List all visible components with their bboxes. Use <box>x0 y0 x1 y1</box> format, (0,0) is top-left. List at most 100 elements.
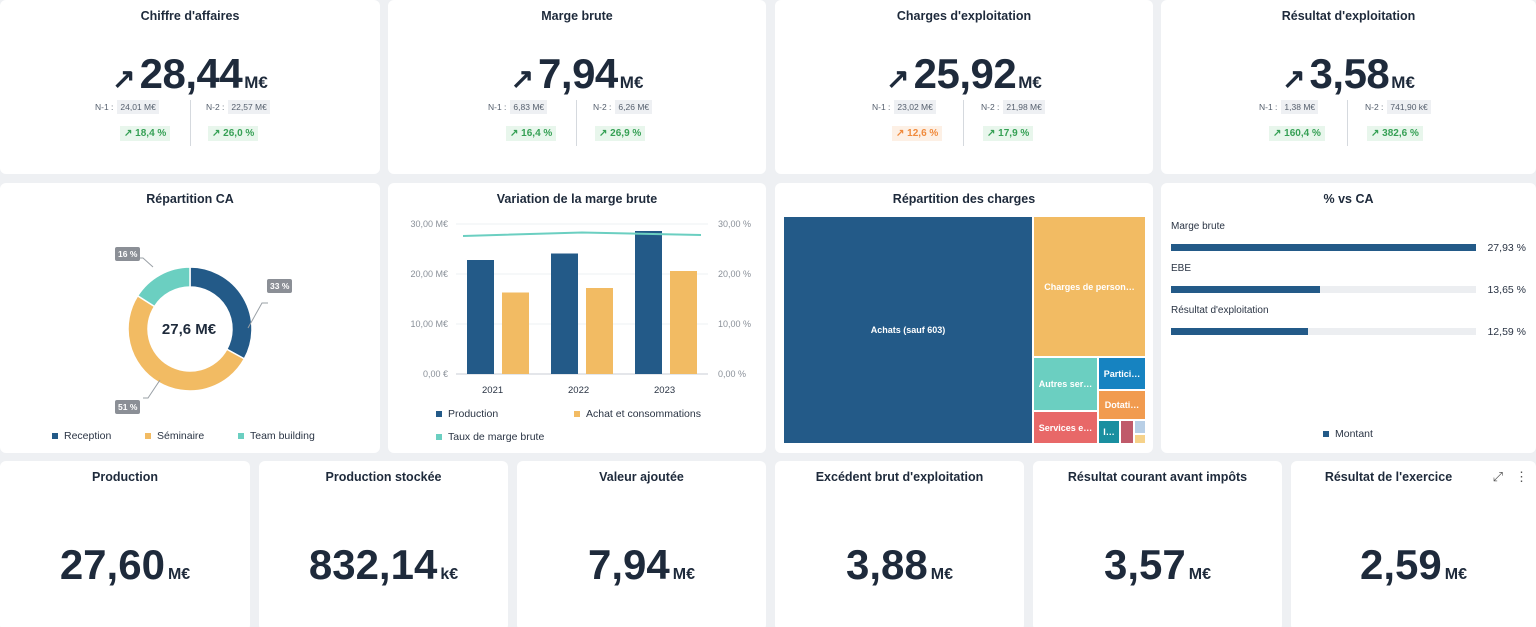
treemap-cell-small-1[interactable] <box>1121 421 1133 443</box>
treemap-cell-small-3[interactable] <box>1135 435 1145 443</box>
card-toolbar: ⤢ ⋮ <box>1493 469 1528 485</box>
treemap-cell-services-exterieurs[interactable]: Services e… <box>1034 412 1097 443</box>
bar-2023-production[interactable] <box>635 231 662 374</box>
donut-slice-team-building[interactable] <box>136 266 191 308</box>
arrow-up-right-icon: ↗ <box>1282 63 1306 94</box>
leader-line <box>140 257 154 268</box>
bar-2022-achat[interactable] <box>586 288 613 374</box>
treemap-label: Partici… <box>1103 368 1141 379</box>
cmp-row: N-2 :22,57 M€ <box>206 100 306 114</box>
card-title: % vs CA <box>1323 192 1374 206</box>
kpi-unit: M€ <box>1391 73 1415 92</box>
expand-icon[interactable]: ⤢ <box>1492 469 1503 484</box>
treemap-cell-small-2[interactable] <box>1135 421 1145 433</box>
treemap-label: Autres ser… <box>1038 379 1093 389</box>
big-main: 27,60 M€ <box>0 541 250 589</box>
legend-swatch <box>238 433 244 440</box>
kpi-value: 28,44 <box>139 50 243 97</box>
card-title: Répartition CA <box>146 192 234 206</box>
kpi-card-marge-brute: Marge brute ↗7,94 M€ N-1 :6,83 M€ ↗ 16,4 … <box>388 0 766 174</box>
treemap-cell-impots[interactable]: I… <box>1099 421 1119 443</box>
legend-production[interactable]: Production <box>436 408 498 420</box>
legend-montant[interactable]: Montant <box>1323 428 1373 440</box>
y-tick: 0,00 % <box>718 369 747 379</box>
n2-pct-badge: ↗ 17,9 % <box>983 126 1034 141</box>
card-title: Résultat courant avant impôts <box>1067 470 1248 484</box>
n2-value: 21,98 M€ <box>1003 100 1045 114</box>
n1-pct-badge: ↗ 160,4 % <box>1269 126 1325 141</box>
divider <box>1347 100 1348 146</box>
y-tick: 20,00 % <box>718 269 752 279</box>
y-tick: 30,00 % <box>718 219 752 229</box>
n1-value: 6,83 M€ <box>510 100 548 114</box>
card-title: Répartition des charges <box>892 192 1036 206</box>
line-taux-marge-brute[interactable] <box>462 231 702 237</box>
kpi-unit: M€ <box>244 73 268 92</box>
arrow-up-right-icon: ↗ <box>886 63 910 94</box>
treemap-cell-dotations[interactable]: Dotati… <box>1099 391 1145 419</box>
legend-reception[interactable]: Reception <box>52 430 111 442</box>
n1-label: N-1 : <box>488 102 507 112</box>
cmp-row: N-1 :23,02 M€ <box>872 100 972 114</box>
repartition-ca-card: Répartition CA 27,6 M€ 33 % 51 % 16 % Re… <box>0 183 380 453</box>
n1-value: 23,02 M€ <box>894 100 936 114</box>
kpi-unit: M€ <box>930 566 953 583</box>
cmp-row: N-2 :741,90 k€ <box>1365 100 1465 114</box>
kpi-card-ebe: Excédent brut d'exploitation 3,88 M€ <box>775 461 1024 627</box>
kpi-unit: M€ <box>1444 566 1467 583</box>
kpi-value: 2,59 <box>1360 541 1442 588</box>
bar-track[interactable] <box>1171 244 1476 251</box>
legend-team-building[interactable]: Team building <box>238 430 315 442</box>
donut-slice-reception[interactable] <box>189 266 253 360</box>
n1-label: N-1 : <box>872 102 891 112</box>
pct-wrap: ↗ 26,9 % <box>593 114 693 141</box>
kpi-value: 7,94 <box>538 50 618 97</box>
treemap-cell-participation[interactable]: Partici… <box>1099 358 1145 389</box>
leader-line <box>143 379 161 399</box>
legend-taux-marge[interactable]: Taux de marge brute <box>436 431 544 443</box>
big-main: 3,57 M€ <box>1033 541 1282 589</box>
bar-2021-achat[interactable] <box>502 292 529 375</box>
treemap-cell-charges-personnel[interactable]: Charges de person… <box>1034 217 1145 356</box>
n1-pct: 160,4 % <box>1284 128 1321 139</box>
bar-2021-production[interactable] <box>467 260 494 374</box>
n2-pct: 17,9 % <box>998 128 1030 139</box>
card-title: Chiffre d'affaires <box>140 9 240 23</box>
bar-fill-ebe <box>1171 286 1321 293</box>
y-tick: 10,00 % <box>718 319 752 329</box>
bar-2023-achat[interactable] <box>670 271 697 374</box>
legend-seminaire[interactable]: Séminaire <box>145 430 204 442</box>
kpi-main: ↗3,58 M€ <box>1161 50 1536 98</box>
legend-label: Séminaire <box>157 430 205 442</box>
card-title: Résultat d'exploitation <box>1281 9 1416 23</box>
pct-wrap: ↗ 382,6 % <box>1365 114 1465 141</box>
kpi-card-resultat-exercice: Résultat de l'exercice ⤢ ⋮ 2,59 M€ <box>1291 461 1536 627</box>
bar-2022-production[interactable] <box>551 253 578 375</box>
card-title: Résultat de l'exercice <box>1324 470 1453 484</box>
bar-track[interactable] <box>1171 286 1476 293</box>
big-main: 2,59 M€ <box>1291 541 1536 589</box>
legend-label: Taux de marge brute <box>448 431 545 443</box>
divider <box>963 100 964 146</box>
y-tick: 20,00 M€ <box>410 269 448 279</box>
donut-center-label: 27,6 M€ <box>161 321 217 338</box>
card-title: Charges d'exploitation <box>896 9 1032 23</box>
bar-value: 12,59 % <box>1487 326 1526 338</box>
cmp-row: N-1 :24,01 M€ <box>95 100 195 114</box>
more-vertical-icon[interactable]: ⋮ <box>1515 469 1528 484</box>
n1-pct-badge: ↗ 18,4 % <box>120 126 171 141</box>
treemap-label: Achats (sauf 603) <box>870 325 946 335</box>
treemap-cell-achats[interactable]: Achats (sauf 603) <box>784 217 1032 443</box>
comparison-n2: N-2 :6,26 M€ ↗ 26,9 % <box>593 100 693 141</box>
n1-pct: 18,4 % <box>135 128 167 139</box>
kpi-main: ↗25,92 M€ <box>775 50 1153 98</box>
big-main: 7,94 M€ <box>517 541 766 589</box>
treemap-cell-autres-services[interactable]: Autres ser… <box>1034 358 1097 410</box>
donut-slice-s-minaire[interactable] <box>127 294 246 392</box>
legend-achat[interactable]: Achat et consommations <box>574 408 701 420</box>
comparison-n1: N-1 :1,38 M€ ↗ 160,4 % <box>1259 100 1359 141</box>
pct-wrap: ↗ 16,4 % <box>488 114 588 141</box>
y-tick: 10,00 M€ <box>410 319 448 329</box>
n1-label: N-1 : <box>1259 102 1278 112</box>
bar-track[interactable] <box>1171 328 1476 335</box>
